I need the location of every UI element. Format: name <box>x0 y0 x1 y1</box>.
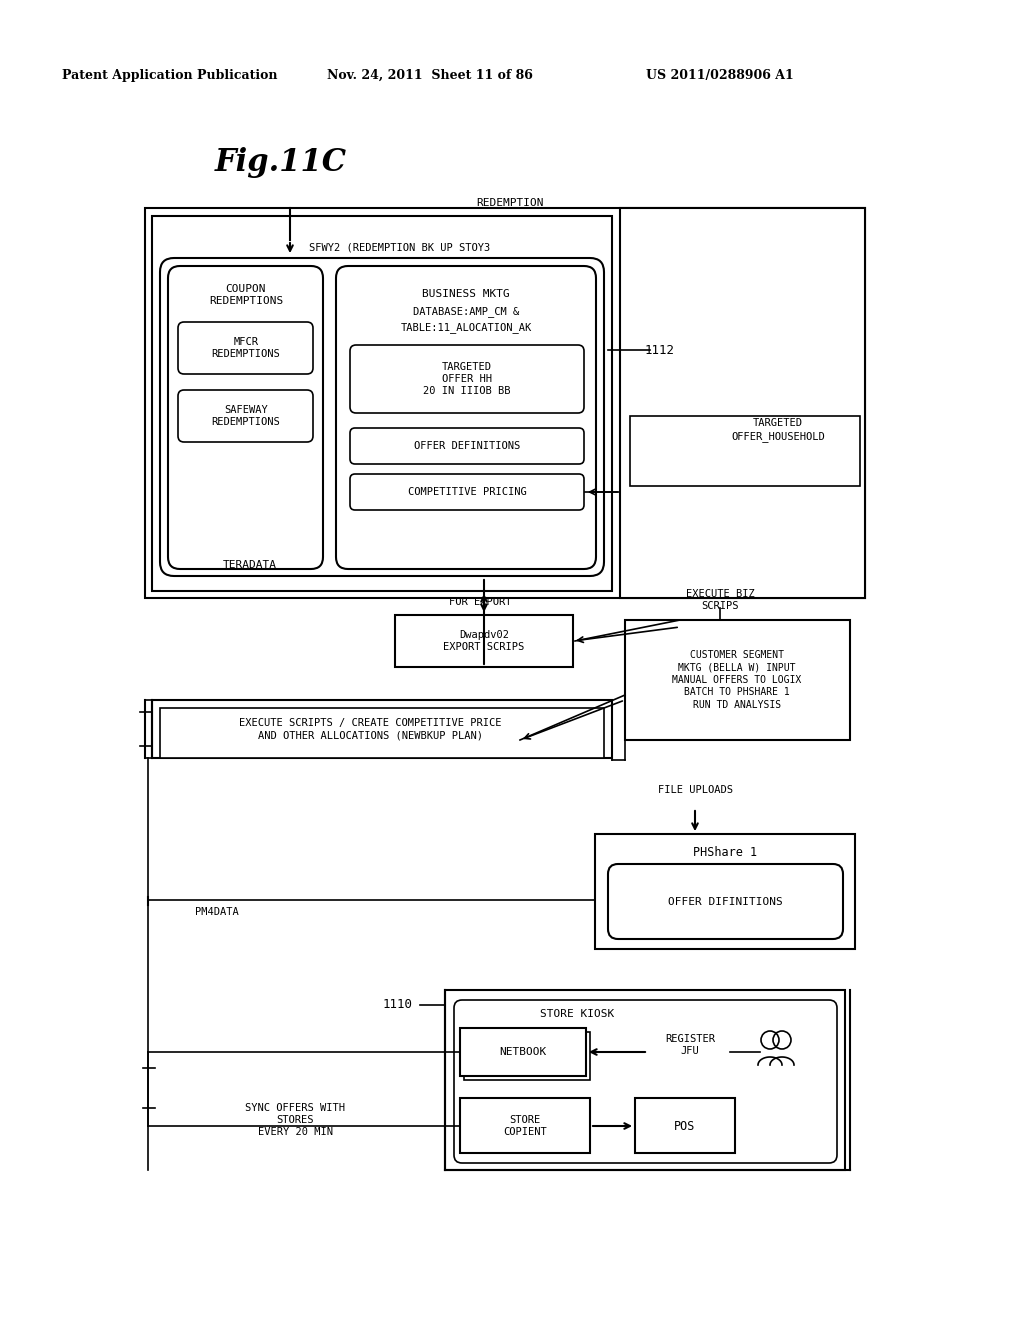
Text: POS: POS <box>675 1119 695 1133</box>
Bar <box>152 700 612 758</box>
FancyBboxPatch shape <box>336 267 596 569</box>
Bar <box>625 620 850 741</box>
Text: EXECUTE SCRIPTS / CREATE COMPETITIVE PRICE
AND OTHER ALLOCATIONS (NEWBKUP PLAN): EXECUTE SCRIPTS / CREATE COMPETITIVE PRI… <box>239 718 502 741</box>
Text: STORE KIOSK: STORE KIOSK <box>540 1008 614 1019</box>
FancyBboxPatch shape <box>350 474 584 510</box>
Text: REDEMPTION: REDEMPTION <box>476 198 544 209</box>
Text: TERADATA: TERADATA <box>223 560 278 570</box>
Text: FILE UPLOADS: FILE UPLOADS <box>657 785 732 795</box>
Text: 1110: 1110 <box>383 998 413 1011</box>
Text: Nov. 24, 2011  Sheet 11 of 86: Nov. 24, 2011 Sheet 11 of 86 <box>327 69 532 82</box>
Bar <box>152 216 612 591</box>
Bar <box>635 1098 735 1152</box>
Bar <box>630 416 860 486</box>
Text: BUSINESS MKTG: BUSINESS MKTG <box>422 289 510 300</box>
FancyBboxPatch shape <box>350 345 584 413</box>
Text: OFFER DEFINITIONS: OFFER DEFINITIONS <box>414 441 520 451</box>
Text: SYNC OFFERS WITH
STORES
EVERY 20 MIN: SYNC OFFERS WITH STORES EVERY 20 MIN <box>245 1102 345 1138</box>
Text: PM4DATA: PM4DATA <box>195 907 239 917</box>
Bar <box>460 1028 586 1076</box>
Text: SFWY2 (REDEMPTION BK UP STOY3: SFWY2 (REDEMPTION BK UP STOY3 <box>309 243 490 253</box>
Text: REGISTER
JFU: REGISTER JFU <box>665 1034 715 1056</box>
FancyBboxPatch shape <box>178 322 313 374</box>
Text: TARGETED
OFFER HH
20 IN IIIOB BB: TARGETED OFFER HH 20 IN IIIOB BB <box>423 362 511 396</box>
FancyBboxPatch shape <box>160 257 604 576</box>
Text: STORE
COPIENT: STORE COPIENT <box>503 1115 547 1138</box>
Bar <box>445 990 845 1170</box>
Text: OFFER DIFINITIONS: OFFER DIFINITIONS <box>668 898 782 907</box>
Bar <box>460 1098 590 1152</box>
FancyBboxPatch shape <box>178 389 313 442</box>
Bar <box>160 708 604 758</box>
Text: NETBOOK: NETBOOK <box>500 1047 547 1057</box>
Bar <box>145 209 865 598</box>
Text: Fig.11C: Fig.11C <box>215 148 347 178</box>
FancyBboxPatch shape <box>608 865 843 939</box>
Bar <box>620 209 865 598</box>
Text: Patent Application Publication: Patent Application Publication <box>62 69 278 82</box>
FancyBboxPatch shape <box>350 428 584 465</box>
Text: MFCR
REDEMPTIONS: MFCR REDEMPTIONS <box>212 337 281 359</box>
Text: US 2011/0288906 A1: US 2011/0288906 A1 <box>646 69 794 82</box>
Text: TABLE:11_ALOCATION_AK: TABLE:11_ALOCATION_AK <box>400 322 531 334</box>
Text: FOR EXPORT: FOR EXPORT <box>449 597 511 607</box>
Text: Dwapdv02
EXPORT SCRIPS: Dwapdv02 EXPORT SCRIPS <box>443 630 524 652</box>
Bar <box>595 834 855 949</box>
Text: SAFEWAY
REDEMPTIONS: SAFEWAY REDEMPTIONS <box>212 405 281 428</box>
FancyBboxPatch shape <box>454 1001 837 1163</box>
Text: 1112: 1112 <box>645 343 675 356</box>
Bar <box>395 615 573 667</box>
FancyBboxPatch shape <box>168 267 323 569</box>
Text: CUSTOMER SEGMENT
MKTG (BELLA W) INPUT
MANUAL OFFERS TO LOGIX
BATCH TO PHSHARE 1
: CUSTOMER SEGMENT MKTG (BELLA W) INPUT MA… <box>673 651 802 710</box>
Text: DATABASE:AMP_CM &: DATABASE:AMP_CM & <box>413 306 519 317</box>
Text: EXECUTE BIZ
SCRIPS: EXECUTE BIZ SCRIPS <box>686 589 755 611</box>
Bar <box>464 1032 590 1080</box>
Text: TARGETED
OFFER_HOUSEHOLD: TARGETED OFFER_HOUSEHOLD <box>731 418 825 442</box>
Text: PHShare 1: PHShare 1 <box>693 846 757 858</box>
Text: COUPON
REDEMPTIONS: COUPON REDEMPTIONS <box>209 284 283 306</box>
Text: COMPETITIVE PRICING: COMPETITIVE PRICING <box>408 487 526 498</box>
